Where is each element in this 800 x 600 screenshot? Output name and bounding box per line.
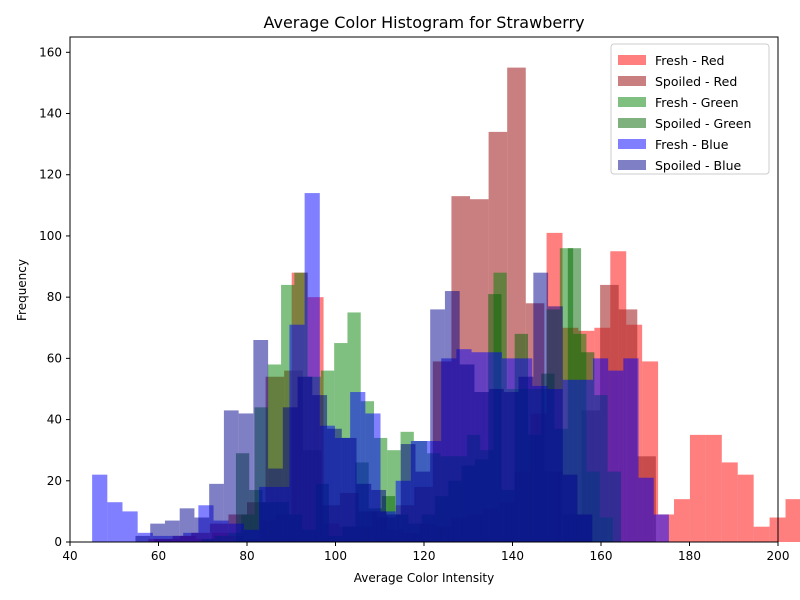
y-tick-label: 120: [39, 168, 62, 182]
y-tick-label: 0: [54, 535, 62, 549]
histogram-bar: [430, 309, 445, 542]
histogram-bar: [356, 483, 372, 542]
legend-swatch: [618, 55, 646, 65]
histogram-bar: [297, 376, 313, 542]
legend-swatch: [618, 118, 646, 128]
y-axis: 0 20 40 60 80 100 120 140 160: [39, 45, 70, 549]
histogram-bar: [489, 388, 504, 542]
x-tick-label: 40: [62, 549, 77, 563]
x-axis: 40 60 80 100 120 140 160 180 200: [62, 542, 789, 563]
histogram-bar: [282, 407, 298, 542]
legend-label: Fresh - Blue: [655, 137, 729, 152]
histogram-bar: [135, 535, 151, 542]
histogram-bar: [674, 499, 690, 542]
histogram-bar: [253, 340, 269, 542]
histogram-bar: [577, 379, 593, 542]
y-tick-label: 160: [39, 45, 62, 59]
legend-swatch: [618, 160, 646, 170]
histogram-bar: [562, 474, 578, 542]
histogram-bar: [268, 468, 283, 542]
histogram-bar: [415, 471, 431, 542]
histogram-bar: [444, 291, 460, 542]
y-tick-label: 140: [39, 107, 62, 121]
x-tick-label: 200: [767, 549, 790, 563]
histogram-bar: [705, 434, 722, 542]
legend-label: Spoiled - Blue: [655, 158, 742, 173]
x-axis-label: Average Color Intensity: [354, 571, 494, 585]
histogram-bar: [209, 483, 224, 542]
legend-label: Spoiled - Green: [655, 116, 751, 131]
histogram-bar: [533, 272, 549, 542]
x-tick-label: 120: [413, 549, 436, 563]
legend-swatch: [618, 139, 646, 149]
x-tick-label: 160: [590, 549, 613, 563]
histogram-bar: [327, 428, 342, 542]
legend-swatch: [618, 97, 646, 107]
histogram-bar: [653, 514, 669, 542]
chart-title: Average Color Histogram for Strawberry: [263, 13, 584, 32]
histogram-bar: [107, 502, 123, 542]
histogram-bar: [238, 413, 254, 542]
histogram-bar: [721, 462, 738, 542]
legend-label: Fresh - Red: [655, 53, 724, 68]
histogram-bar: [164, 520, 180, 542]
histogram-bar: [223, 410, 239, 542]
histogram-bar: [341, 437, 357, 542]
x-tick-label: 140: [501, 549, 524, 563]
histogram-bar: [312, 395, 328, 542]
histogram-bar: [592, 358, 609, 542]
histogram-bar: [503, 392, 519, 542]
histogram-bar: [518, 376, 534, 542]
legend-box: [610, 43, 770, 175]
x-tick-label: 80: [239, 549, 254, 563]
x-tick-label: 180: [678, 549, 701, 563]
histogram-bar: [638, 477, 654, 542]
histogram-bar: [785, 499, 800, 542]
y-tick-label: 100: [39, 229, 62, 243]
histogram-bar: [92, 474, 108, 542]
y-tick-label: 80: [47, 290, 62, 304]
histogram-bar: [577, 514, 593, 542]
histogram-bar: [459, 364, 475, 542]
legend-label: Spoiled - Red: [655, 74, 737, 89]
y-tick-label: 60: [47, 351, 62, 365]
y-tick-label: 40: [47, 413, 62, 427]
histogram-bar: [548, 306, 563, 542]
x-tick-label: 100: [324, 549, 347, 563]
histogram-bar: [194, 517, 210, 542]
y-tick-label: 20: [47, 474, 62, 488]
histogram-bar: [753, 526, 770, 542]
histogram-bar: [400, 444, 416, 542]
y-axis-label: Frequency: [15, 259, 29, 321]
histogram-bar: [623, 358, 639, 542]
histogram-bar: [371, 489, 386, 542]
histogram-bar: [737, 474, 754, 542]
legend: Fresh - Red Spoiled - Red Fresh - Green Spo…: [610, 43, 770, 175]
histogram-bar: [385, 514, 401, 542]
legend-label: Fresh - Green: [655, 95, 739, 110]
histogram-bars: [92, 67, 800, 542]
legend-swatch: [618, 76, 646, 86]
histogram-bar: [150, 523, 165, 542]
histogram-bar: [689, 434, 706, 542]
histogram-bar: [179, 508, 195, 542]
histogram-bar: [474, 392, 490, 542]
x-tick-label: 60: [151, 549, 166, 563]
histogram-bar: [122, 511, 138, 542]
histogram-bar: [608, 370, 624, 542]
